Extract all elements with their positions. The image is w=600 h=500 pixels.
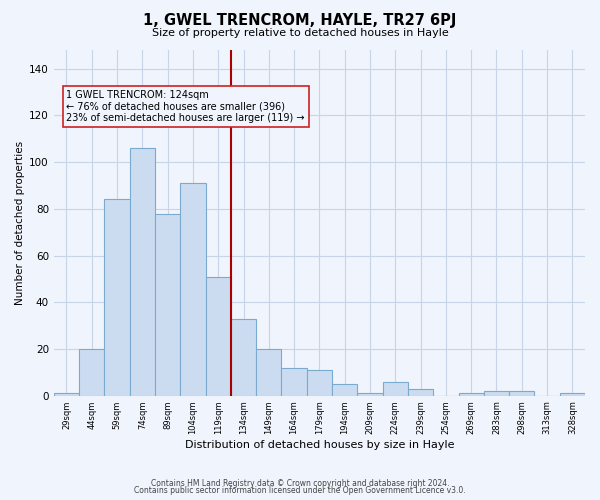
Bar bbox=[560, 394, 585, 396]
Bar bbox=[155, 214, 180, 396]
Bar bbox=[79, 349, 104, 396]
Bar bbox=[383, 382, 408, 396]
Bar bbox=[509, 391, 535, 396]
Bar bbox=[104, 200, 130, 396]
Bar bbox=[307, 370, 332, 396]
X-axis label: Distribution of detached houses by size in Hayle: Distribution of detached houses by size … bbox=[185, 440, 454, 450]
Bar bbox=[332, 384, 358, 396]
Bar bbox=[256, 349, 281, 396]
Bar bbox=[206, 276, 231, 396]
Bar bbox=[458, 394, 484, 396]
Bar bbox=[130, 148, 155, 396]
Bar bbox=[231, 318, 256, 396]
Y-axis label: Number of detached properties: Number of detached properties bbox=[15, 141, 25, 305]
Bar bbox=[281, 368, 307, 396]
Text: Size of property relative to detached houses in Hayle: Size of property relative to detached ho… bbox=[152, 28, 448, 38]
Bar bbox=[54, 394, 79, 396]
Text: 1 GWEL TRENCROM: 124sqm
← 76% of detached houses are smaller (396)
23% of semi-d: 1 GWEL TRENCROM: 124sqm ← 76% of detache… bbox=[67, 90, 305, 123]
Bar bbox=[408, 388, 433, 396]
Text: 1, GWEL TRENCROM, HAYLE, TR27 6PJ: 1, GWEL TRENCROM, HAYLE, TR27 6PJ bbox=[143, 12, 457, 28]
Bar bbox=[358, 394, 383, 396]
Bar bbox=[180, 183, 206, 396]
Text: Contains public sector information licensed under the Open Government Licence v3: Contains public sector information licen… bbox=[134, 486, 466, 495]
Bar bbox=[484, 391, 509, 396]
Text: Contains HM Land Registry data © Crown copyright and database right 2024.: Contains HM Land Registry data © Crown c… bbox=[151, 478, 449, 488]
